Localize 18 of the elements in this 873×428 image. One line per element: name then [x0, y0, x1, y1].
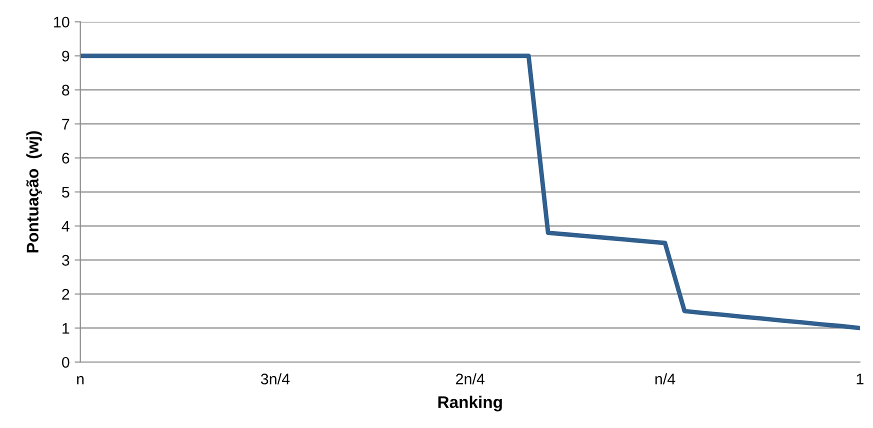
x-tick-label: n [77, 376, 84, 384]
y-tick-label: 1 [62, 323, 70, 334]
y-tick-label: 3 [62, 254, 70, 266]
y-tick-label: 2 [62, 288, 70, 300]
y-tick-label: 9 [62, 50, 70, 62]
x-tick-label: 1 [856, 374, 864, 384]
y-tick-label: 6 [62, 152, 70, 164]
y-tick-label: 10 [54, 16, 70, 28]
y-tick-label: 7 [62, 118, 70, 130]
y-tick-label: 0 [62, 356, 70, 368]
x-tick-label: 3n/4 [260, 373, 290, 384]
y-tick-label: 8 [62, 84, 70, 96]
x-tick-label: 2n/4 [456, 373, 485, 384]
y-tick-label: 5 [62, 186, 70, 198]
y-axis-title: Pontuação (wj) [26, 131, 42, 252]
x-axis-title: Ranking [438, 396, 502, 412]
x-tick-label: n/4 [655, 373, 676, 384]
y-tick-label: 4 [62, 221, 70, 232]
